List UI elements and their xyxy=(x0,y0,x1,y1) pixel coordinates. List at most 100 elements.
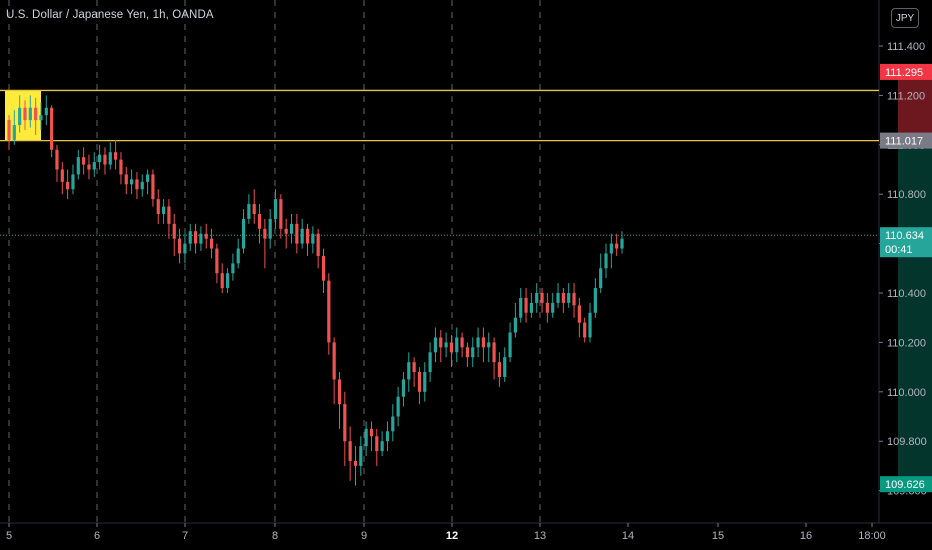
candle-body xyxy=(188,231,192,244)
candle-body xyxy=(551,302,555,313)
candle-body xyxy=(241,218,246,249)
candle-body xyxy=(92,162,96,170)
x-tick-label: 15 xyxy=(712,530,724,542)
y-tick-label: 110.800 xyxy=(887,189,926,201)
candle-body xyxy=(257,213,262,229)
x-tick-label: 14 xyxy=(622,530,634,542)
time-axis: 5 6 7 8 9 12 13 14 15 16 18:00 xyxy=(6,523,886,542)
candle-body xyxy=(364,428,368,447)
candle-body xyxy=(327,280,331,343)
candle-body xyxy=(385,431,390,442)
stop-loss-zone xyxy=(898,71,932,141)
candle-body xyxy=(556,293,560,303)
candle-body xyxy=(428,352,432,373)
candle-body xyxy=(199,233,203,244)
candle-body xyxy=(343,404,347,442)
candle-body xyxy=(18,107,22,126)
candle-body xyxy=(471,347,475,358)
candle-body xyxy=(71,174,75,190)
candle-body xyxy=(455,337,459,353)
chart-title: U.S. Dollar / Japanese Yen, 1h, OANDA xyxy=(6,9,214,21)
price-label-bg xyxy=(880,132,932,149)
candle-body xyxy=(66,181,70,190)
candle-body xyxy=(583,322,587,338)
candle-body xyxy=(311,233,315,244)
candle-body xyxy=(55,149,59,170)
candle-body xyxy=(412,362,416,373)
candle-body xyxy=(417,372,422,392)
candle-body xyxy=(252,204,256,214)
candle-body xyxy=(130,179,134,185)
candle-body xyxy=(316,233,320,256)
candle-body xyxy=(439,337,443,348)
y-tick-label: 109.800 xyxy=(887,436,927,448)
x-tick-label: 5 xyxy=(6,530,12,542)
y-tick-label: 110.400 xyxy=(887,288,926,300)
currency-button[interactable]: JPY xyxy=(891,8,919,28)
candle-body xyxy=(28,107,32,121)
candle-body xyxy=(423,372,427,392)
candle-body xyxy=(503,357,507,377)
candle-body xyxy=(295,223,299,244)
price-label-text: 110.634 xyxy=(885,230,924,242)
candle-body xyxy=(460,337,464,348)
candle-body xyxy=(209,238,214,249)
candle-body xyxy=(497,362,501,377)
candle-body xyxy=(401,379,406,397)
candle-body xyxy=(156,199,160,214)
y-tick-label: 111.400 xyxy=(887,41,925,53)
candle-body xyxy=(103,154,107,165)
candle-body xyxy=(124,174,128,185)
candle-body xyxy=(87,164,91,170)
candle-body xyxy=(44,107,48,116)
x-tick-label: 12 xyxy=(446,530,458,542)
chart-grid xyxy=(0,0,932,524)
candle-body xyxy=(247,204,251,219)
y-tick-label: 110.200 xyxy=(887,337,926,349)
candle-body xyxy=(82,157,86,165)
candle-body xyxy=(572,293,576,306)
candle-body xyxy=(396,396,400,417)
candle-body xyxy=(513,317,517,333)
candle-body xyxy=(508,332,512,358)
candle-body xyxy=(177,238,182,254)
candle-body xyxy=(588,312,592,338)
candle-body xyxy=(433,337,438,353)
candle-body xyxy=(524,297,528,313)
candle-body xyxy=(359,446,363,466)
price-label-text: 111.017 xyxy=(885,136,923,148)
candle-body xyxy=(220,273,224,289)
candle-body xyxy=(599,268,603,289)
candle-body xyxy=(12,125,16,140)
candle-body xyxy=(369,428,374,437)
candle-body xyxy=(615,243,619,249)
candle-body xyxy=(23,107,27,121)
candle-body xyxy=(545,302,549,313)
candle-body xyxy=(577,305,581,323)
candle-body xyxy=(161,206,166,214)
candle-body xyxy=(50,107,54,150)
candle-body xyxy=(391,416,395,432)
candle-body xyxy=(449,342,454,353)
candle-body xyxy=(353,460,358,466)
x-tick-label: 13 xyxy=(534,530,546,542)
candle-body xyxy=(279,199,283,229)
candle-body xyxy=(348,441,352,461)
y-tick-label: 110.000 xyxy=(887,387,926,399)
candle-body xyxy=(263,228,267,239)
price-label-bg xyxy=(880,227,932,258)
candle-body xyxy=(407,362,411,380)
candle-body xyxy=(492,342,496,363)
candle-body xyxy=(465,347,470,358)
x-tick-label: 16 xyxy=(800,530,812,542)
candle-body xyxy=(481,337,486,348)
candle-body xyxy=(321,255,326,281)
candle-body xyxy=(151,174,155,200)
candlestick-series xyxy=(7,95,624,486)
candle-body xyxy=(60,169,64,182)
candle-body xyxy=(236,248,240,264)
candle-body xyxy=(289,223,294,234)
candle-body xyxy=(300,228,304,244)
price-label-text: 109.626 xyxy=(885,479,925,491)
